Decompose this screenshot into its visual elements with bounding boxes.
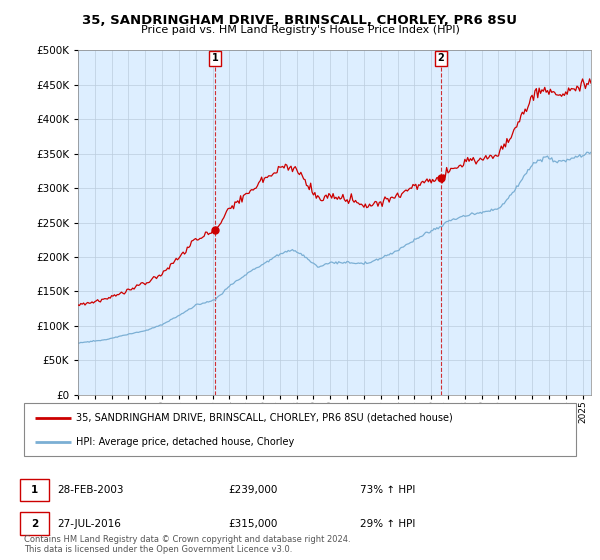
FancyBboxPatch shape [24, 403, 576, 456]
Text: 35, SANDRINGHAM DRIVE, BRINSCALL, CHORLEY, PR6 8SU (detached house): 35, SANDRINGHAM DRIVE, BRINSCALL, CHORLE… [76, 413, 453, 423]
Text: £239,000: £239,000 [228, 485, 277, 495]
Text: 2: 2 [437, 53, 445, 63]
Text: Contains HM Land Registry data © Crown copyright and database right 2024.: Contains HM Land Registry data © Crown c… [24, 535, 350, 544]
Text: 29% ↑ HPI: 29% ↑ HPI [360, 519, 415, 529]
Text: 1: 1 [31, 485, 38, 495]
Text: 28-FEB-2003: 28-FEB-2003 [57, 485, 124, 495]
Text: 73% ↑ HPI: 73% ↑ HPI [360, 485, 415, 495]
Text: 2: 2 [31, 519, 38, 529]
Text: £315,000: £315,000 [228, 519, 277, 529]
Text: HPI: Average price, detached house, Chorley: HPI: Average price, detached house, Chor… [76, 437, 295, 447]
Text: 27-JUL-2016: 27-JUL-2016 [57, 519, 121, 529]
Text: Price paid vs. HM Land Registry's House Price Index (HPI): Price paid vs. HM Land Registry's House … [140, 25, 460, 35]
Text: 1: 1 [212, 53, 218, 63]
Text: This data is licensed under the Open Government Licence v3.0.: This data is licensed under the Open Gov… [24, 545, 292, 554]
Text: 35, SANDRINGHAM DRIVE, BRINSCALL, CHORLEY, PR6 8SU: 35, SANDRINGHAM DRIVE, BRINSCALL, CHORLE… [83, 14, 517, 27]
